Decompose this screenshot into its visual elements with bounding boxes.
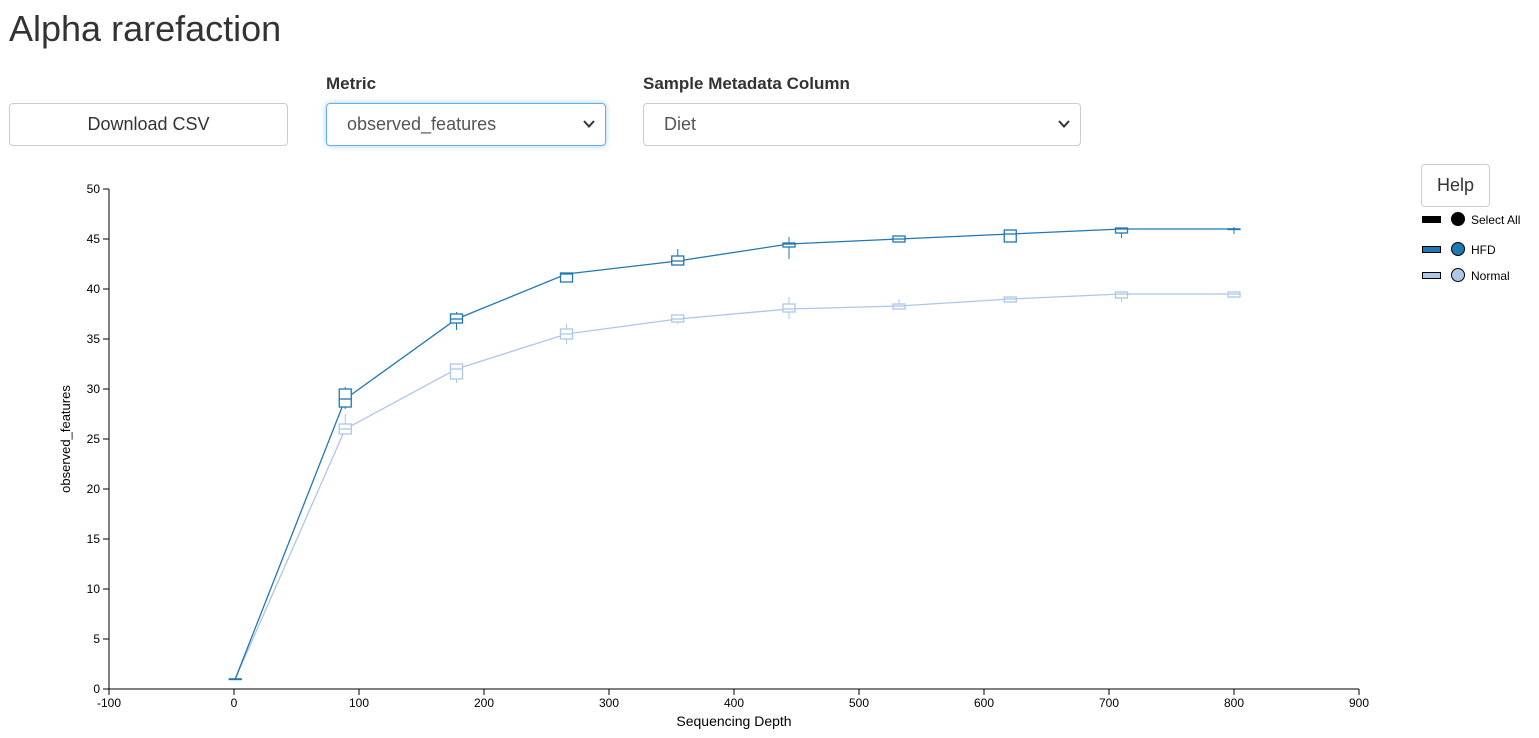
box-hfd: [1003, 229, 1017, 243]
page-title: Alpha rarefaction: [9, 8, 282, 49]
help-button[interactable]: Help: [1421, 164, 1490, 207]
legend-dot: [1451, 268, 1465, 282]
y-tick-label: 35: [87, 332, 101, 346]
metric-label: Metric: [326, 74, 377, 93]
metadata-column-select[interactable]: Diet: [643, 103, 1081, 146]
x-tick-label: 500: [849, 696, 869, 710]
x-tick-label: 400: [724, 696, 744, 710]
legend-swatch: [1422, 246, 1441, 253]
rarefaction-chart: -100 0 100 200 300 400 500 600 700 800 90005101520…: [58, 182, 1369, 729]
box-normal: [449, 363, 464, 380]
legend: Select All HFD Normal: [1420, 210, 1538, 292]
x-tick-label: 300: [599, 696, 619, 710]
legend-swatch: [1422, 272, 1441, 279]
y-tick-label: 50: [87, 182, 101, 196]
metric-select[interactable]: observed_features: [326, 103, 606, 146]
chevron-down-icon: [1058, 120, 1070, 128]
box-normal: [1114, 291, 1129, 299]
legend-select-all[interactable]: Select All: [1420, 210, 1538, 236]
y-tick-label: 5: [93, 632, 100, 646]
legend-select-all-label: Select All: [1471, 213, 1521, 227]
metadata-column-label: Sample Metadata Column: [643, 74, 850, 93]
series-line-normal: [234, 293, 1234, 680]
x-tick-label: 900: [1349, 696, 1369, 710]
series-line-hfd: [234, 228, 1234, 680]
download-csv-button[interactable]: Download CSV: [9, 103, 288, 146]
legend-swatch: [1422, 216, 1441, 223]
legend-dot: [1451, 242, 1465, 256]
box-hfd: [338, 388, 352, 408]
box-hfd: [559, 272, 574, 283]
x-tick-label: 800: [1224, 696, 1244, 710]
x-tick-label: 0: [231, 696, 238, 710]
box-hfd: [782, 242, 796, 248]
y-tick-label: 0: [93, 682, 100, 696]
y-tick-label: 30: [87, 382, 101, 396]
x-tick-label: 100: [349, 696, 369, 710]
y-tick-label: 25: [87, 432, 101, 446]
y-tick-label: 10: [87, 582, 101, 596]
metadata-column-select-value: Diet: [664, 114, 697, 134]
y-axis-label: observed_features: [58, 385, 73, 493]
y-tick-label: 15: [87, 532, 101, 546]
y-tick-label: 40: [87, 282, 101, 296]
legend-item-hfd[interactable]: HFD: [1420, 240, 1538, 266]
legend-item-label: HFD: [1471, 243, 1496, 257]
metric-select-value: observed_features: [347, 114, 497, 134]
chevron-down-icon: [583, 120, 595, 128]
x-tick-label: 700: [1099, 696, 1119, 710]
legend-item-normal[interactable]: Normal: [1420, 266, 1538, 292]
box-hfd: [1114, 227, 1129, 234]
y-tick-label: 20: [87, 482, 101, 496]
y-tick-label: 45: [87, 232, 101, 246]
box-normal: [782, 303, 796, 313]
legend-item-label: Normal: [1471, 269, 1510, 283]
x-axis-label: Sequencing Depth: [676, 713, 791, 729]
x-tick-label: -100: [97, 696, 121, 710]
x-tick-label: 600: [974, 696, 994, 710]
x-tick-label: 200: [474, 696, 494, 710]
legend-dot: [1451, 212, 1465, 226]
